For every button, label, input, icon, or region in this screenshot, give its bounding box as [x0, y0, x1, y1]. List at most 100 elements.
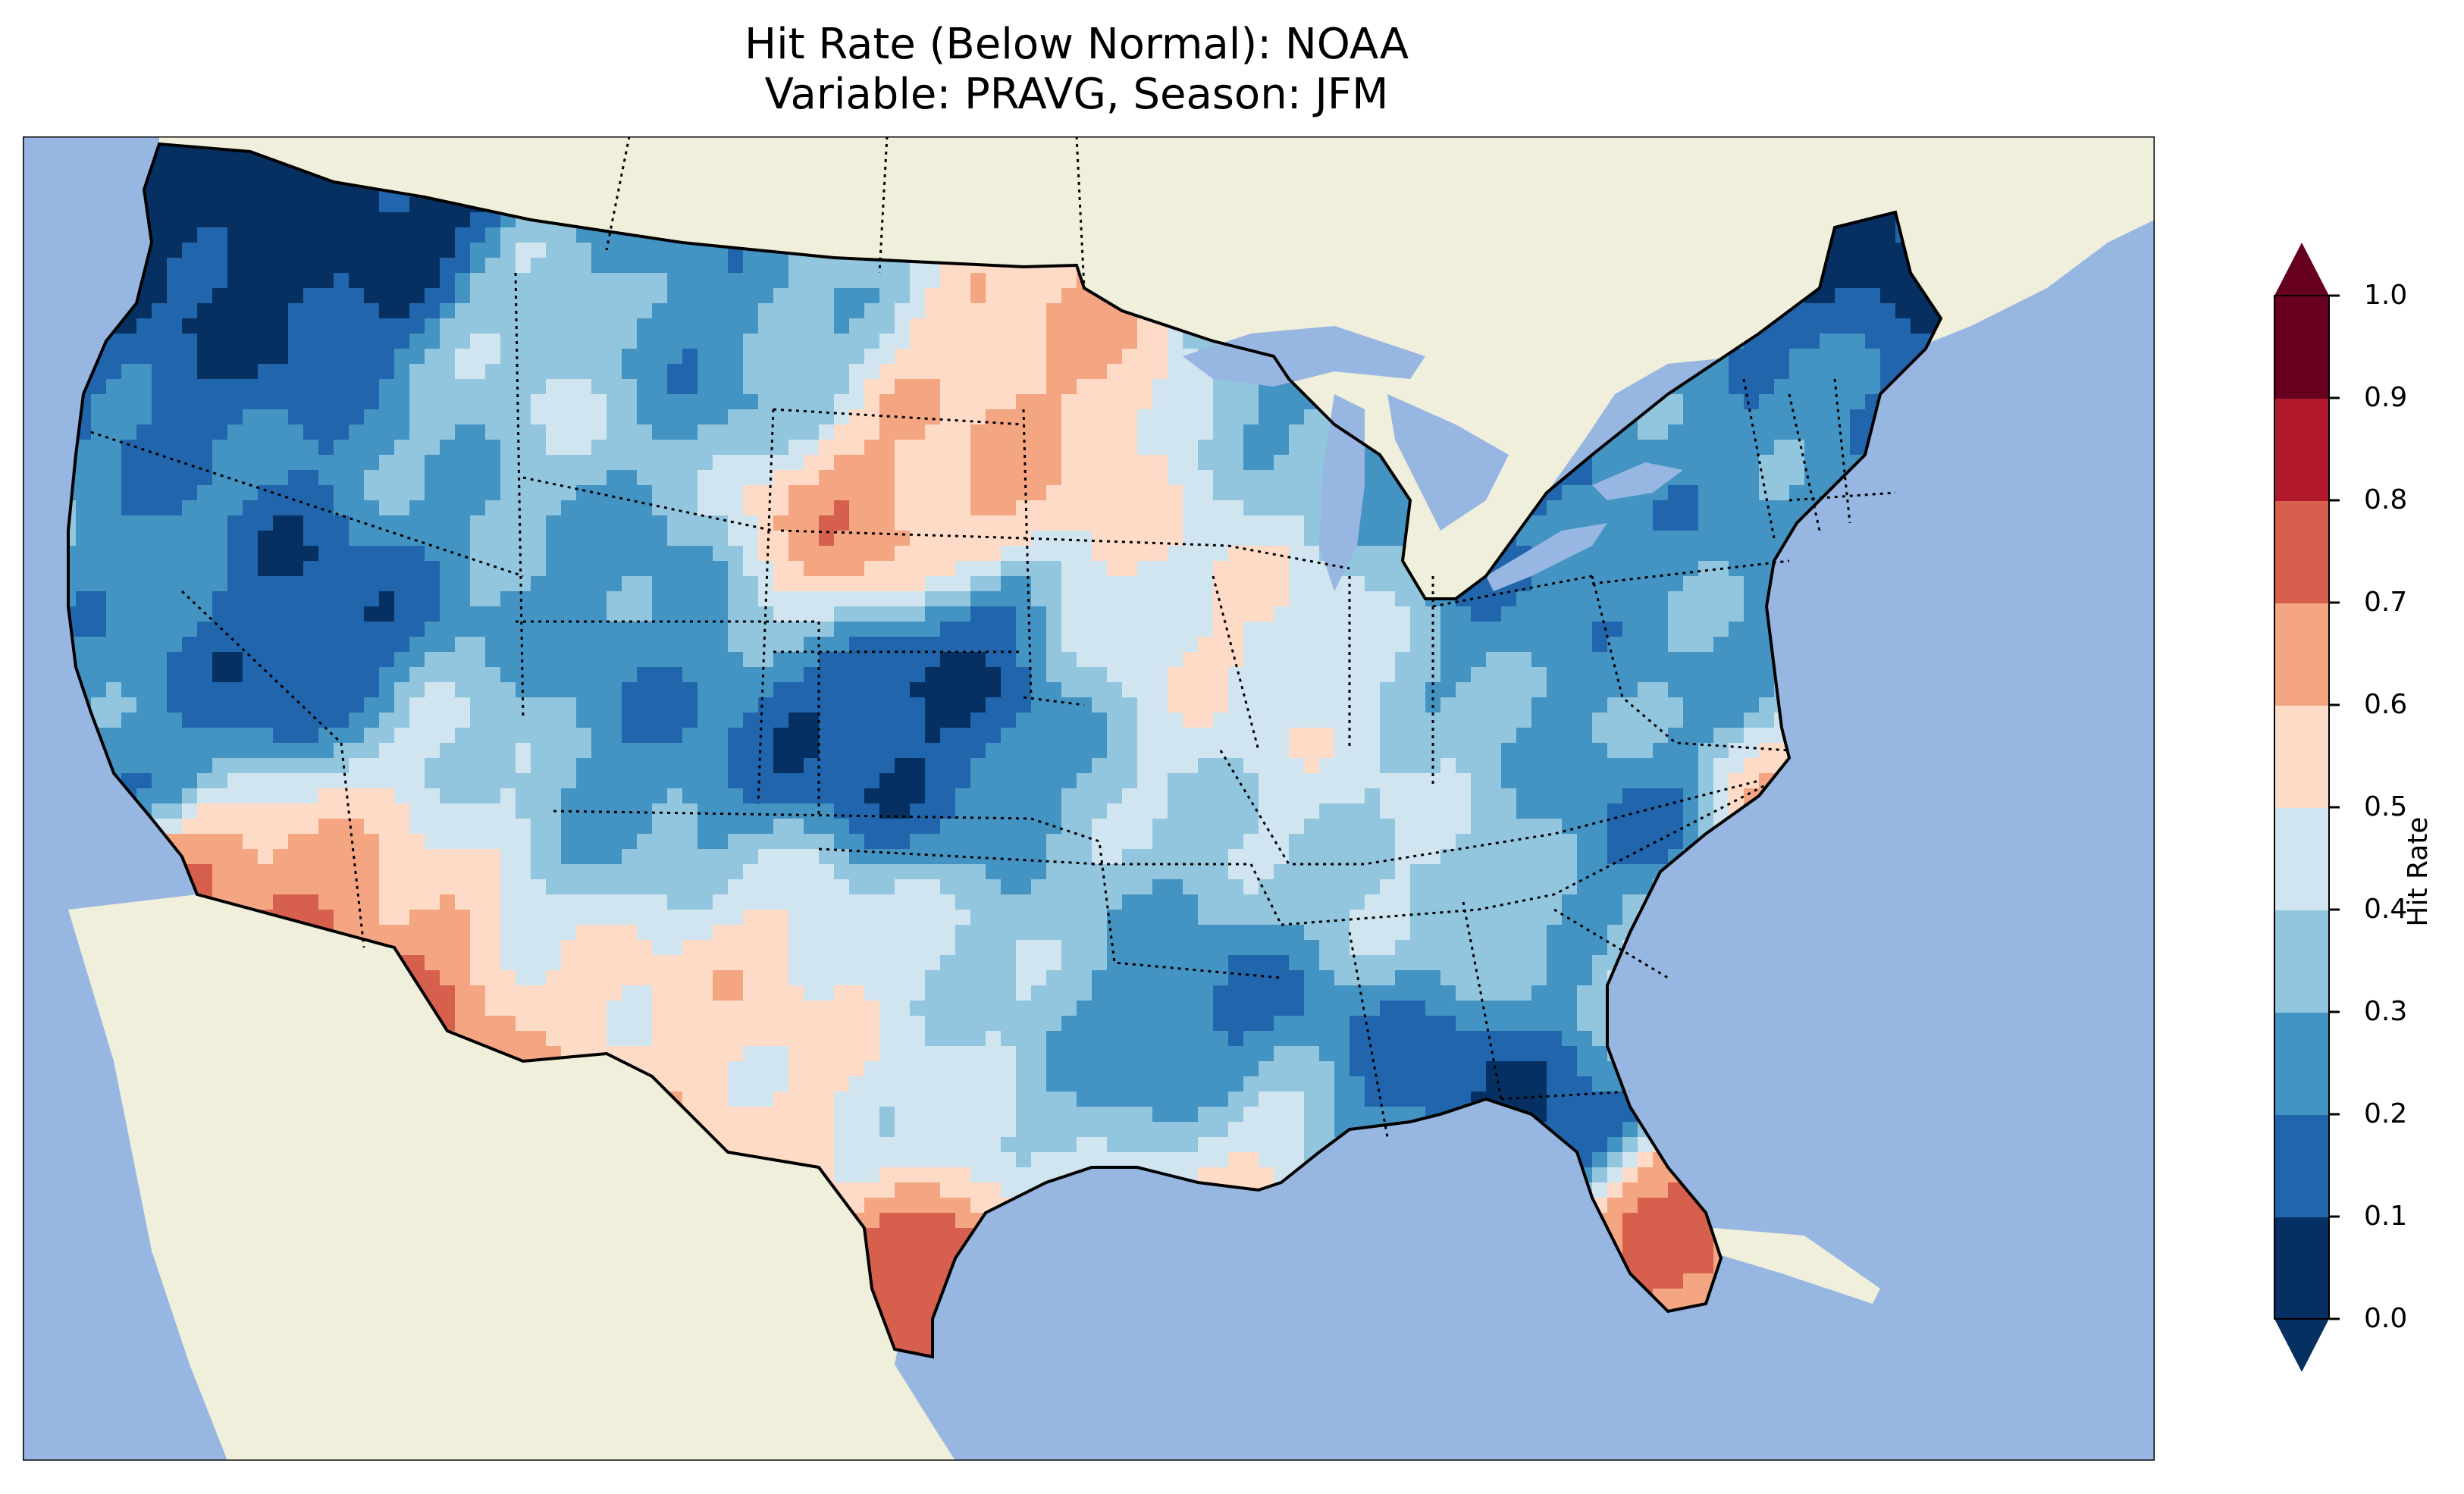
hit-rate-cell [1107, 561, 1123, 577]
hit-rate-cell [879, 682, 895, 698]
hit-rate-cell [334, 637, 350, 653]
hit-rate-cell [394, 667, 410, 683]
hit-rate-cell [167, 144, 183, 152]
hit-rate-cell [970, 652, 986, 668]
hit-rate-cell [258, 318, 274, 334]
hit-rate-cell [1304, 697, 1320, 713]
hit-rate-cell [849, 697, 865, 713]
hit-rate-cell [349, 440, 365, 456]
hit-rate-cell [1638, 500, 1654, 516]
hit-rate-cell [940, 349, 956, 365]
hit-rate-cell [637, 303, 653, 319]
hit-rate-cell [182, 303, 198, 319]
hit-rate-cell [1774, 349, 1790, 365]
hit-rate-cell [1107, 728, 1123, 744]
hit-rate-cell [212, 440, 228, 456]
hit-rate-cell [682, 622, 698, 637]
hit-rate-cell [485, 682, 501, 698]
hit-rate-cell [182, 334, 198, 349]
hit-rate-cell [1698, 682, 1714, 698]
hit-rate-cell [758, 379, 774, 395]
hit-rate-cell [394, 531, 410, 547]
hit-rate-cell [440, 697, 456, 713]
hit-rate-cell [470, 318, 486, 334]
hit-rate-cell [1289, 682, 1305, 698]
hit-rate-cell [1122, 334, 1138, 349]
hit-rate-cell [970, 349, 986, 365]
hit-rate-cell [106, 561, 122, 577]
hit-rate-cell [743, 303, 759, 319]
hit-rate-cell [804, 349, 820, 365]
hit-rate-cell [121, 531, 137, 547]
hit-rate-cell [1122, 424, 1138, 440]
hit-rate-cell [1137, 485, 1153, 501]
hit-rate-cell [591, 424, 607, 440]
hit-rate-cell [1198, 591, 1214, 607]
hit-rate-cell [1168, 394, 1183, 410]
hit-rate-cell [1031, 652, 1047, 668]
hit-rate-cell [1820, 424, 1835, 440]
hit-rate-cell [1380, 713, 1396, 728]
hit-rate-cell [334, 288, 350, 304]
hit-rate-cell [334, 682, 350, 698]
hit-rate-cell [1183, 652, 1199, 668]
hit-rate-cell [1471, 682, 1487, 698]
hit-rate-cell [819, 682, 835, 698]
hit-rate-cell [910, 591, 926, 607]
hit-rate-cell [622, 409, 638, 425]
hit-rate-cell [955, 364, 971, 380]
hit-rate-cell [91, 546, 107, 562]
hit-rate-cell [1168, 622, 1183, 637]
hit-rate-cell [622, 622, 638, 637]
hit-rate-cell [622, 728, 638, 744]
hit-rate-cell [1729, 682, 1745, 698]
hit-rate-cell [1198, 576, 1214, 592]
hit-rate-cell [1319, 652, 1335, 668]
hit-rate-cell [819, 303, 835, 319]
hit-rate-cell [788, 379, 804, 395]
hit-rate-cell [925, 409, 941, 425]
hit-rate-cell [925, 652, 941, 668]
hit-rate-cell [227, 273, 243, 289]
hit-rate-cell [349, 364, 365, 380]
hit-rate-cell [485, 455, 501, 471]
hit-rate-cell [470, 227, 486, 243]
hit-rate-cell [394, 622, 410, 637]
hit-rate-cell [652, 591, 668, 607]
hit-rate-cell [728, 258, 744, 274]
hit-rate-cell [546, 561, 562, 577]
hit-rate-cell [409, 197, 425, 213]
hit-rate-cell [713, 455, 729, 471]
hit-rate-cell [349, 576, 365, 592]
hit-rate-cell [955, 273, 971, 289]
hit-rate-cell [1380, 667, 1396, 683]
hit-rate-cell [743, 667, 759, 683]
hit-rate-cell [136, 697, 152, 713]
hit-rate-cell [394, 606, 410, 622]
hit-rate-cell [728, 591, 744, 607]
hit-rate-cell [698, 515, 713, 531]
hit-rate-cell [652, 440, 668, 456]
hit-rate-cell [409, 364, 425, 380]
hit-rate-cell [500, 637, 516, 653]
hit-rate-cell [1865, 303, 1881, 319]
hit-rate-cell [1683, 561, 1699, 577]
hit-rate-cell [546, 500, 562, 516]
hit-rate-cell [788, 606, 804, 622]
hit-rate-cell [713, 470, 729, 486]
hit-rate-cell [546, 394, 562, 410]
hit-rate-cell [409, 576, 425, 592]
hit-rate-cell [91, 576, 107, 592]
hit-rate-cell [182, 258, 198, 274]
hit-rate-cell [940, 500, 956, 516]
hit-rate-cell [516, 288, 531, 304]
hit-rate-cell [758, 440, 774, 456]
hit-rate-cell [637, 364, 653, 380]
hit-rate-cell [303, 728, 319, 744]
hit-rate-cell [349, 606, 365, 622]
hit-rate-cell [637, 561, 653, 577]
hit-rate-cell [516, 546, 531, 562]
hit-rate-cell [167, 364, 183, 380]
hit-rate-cell [682, 273, 698, 289]
hit-rate-cell [804, 652, 820, 668]
